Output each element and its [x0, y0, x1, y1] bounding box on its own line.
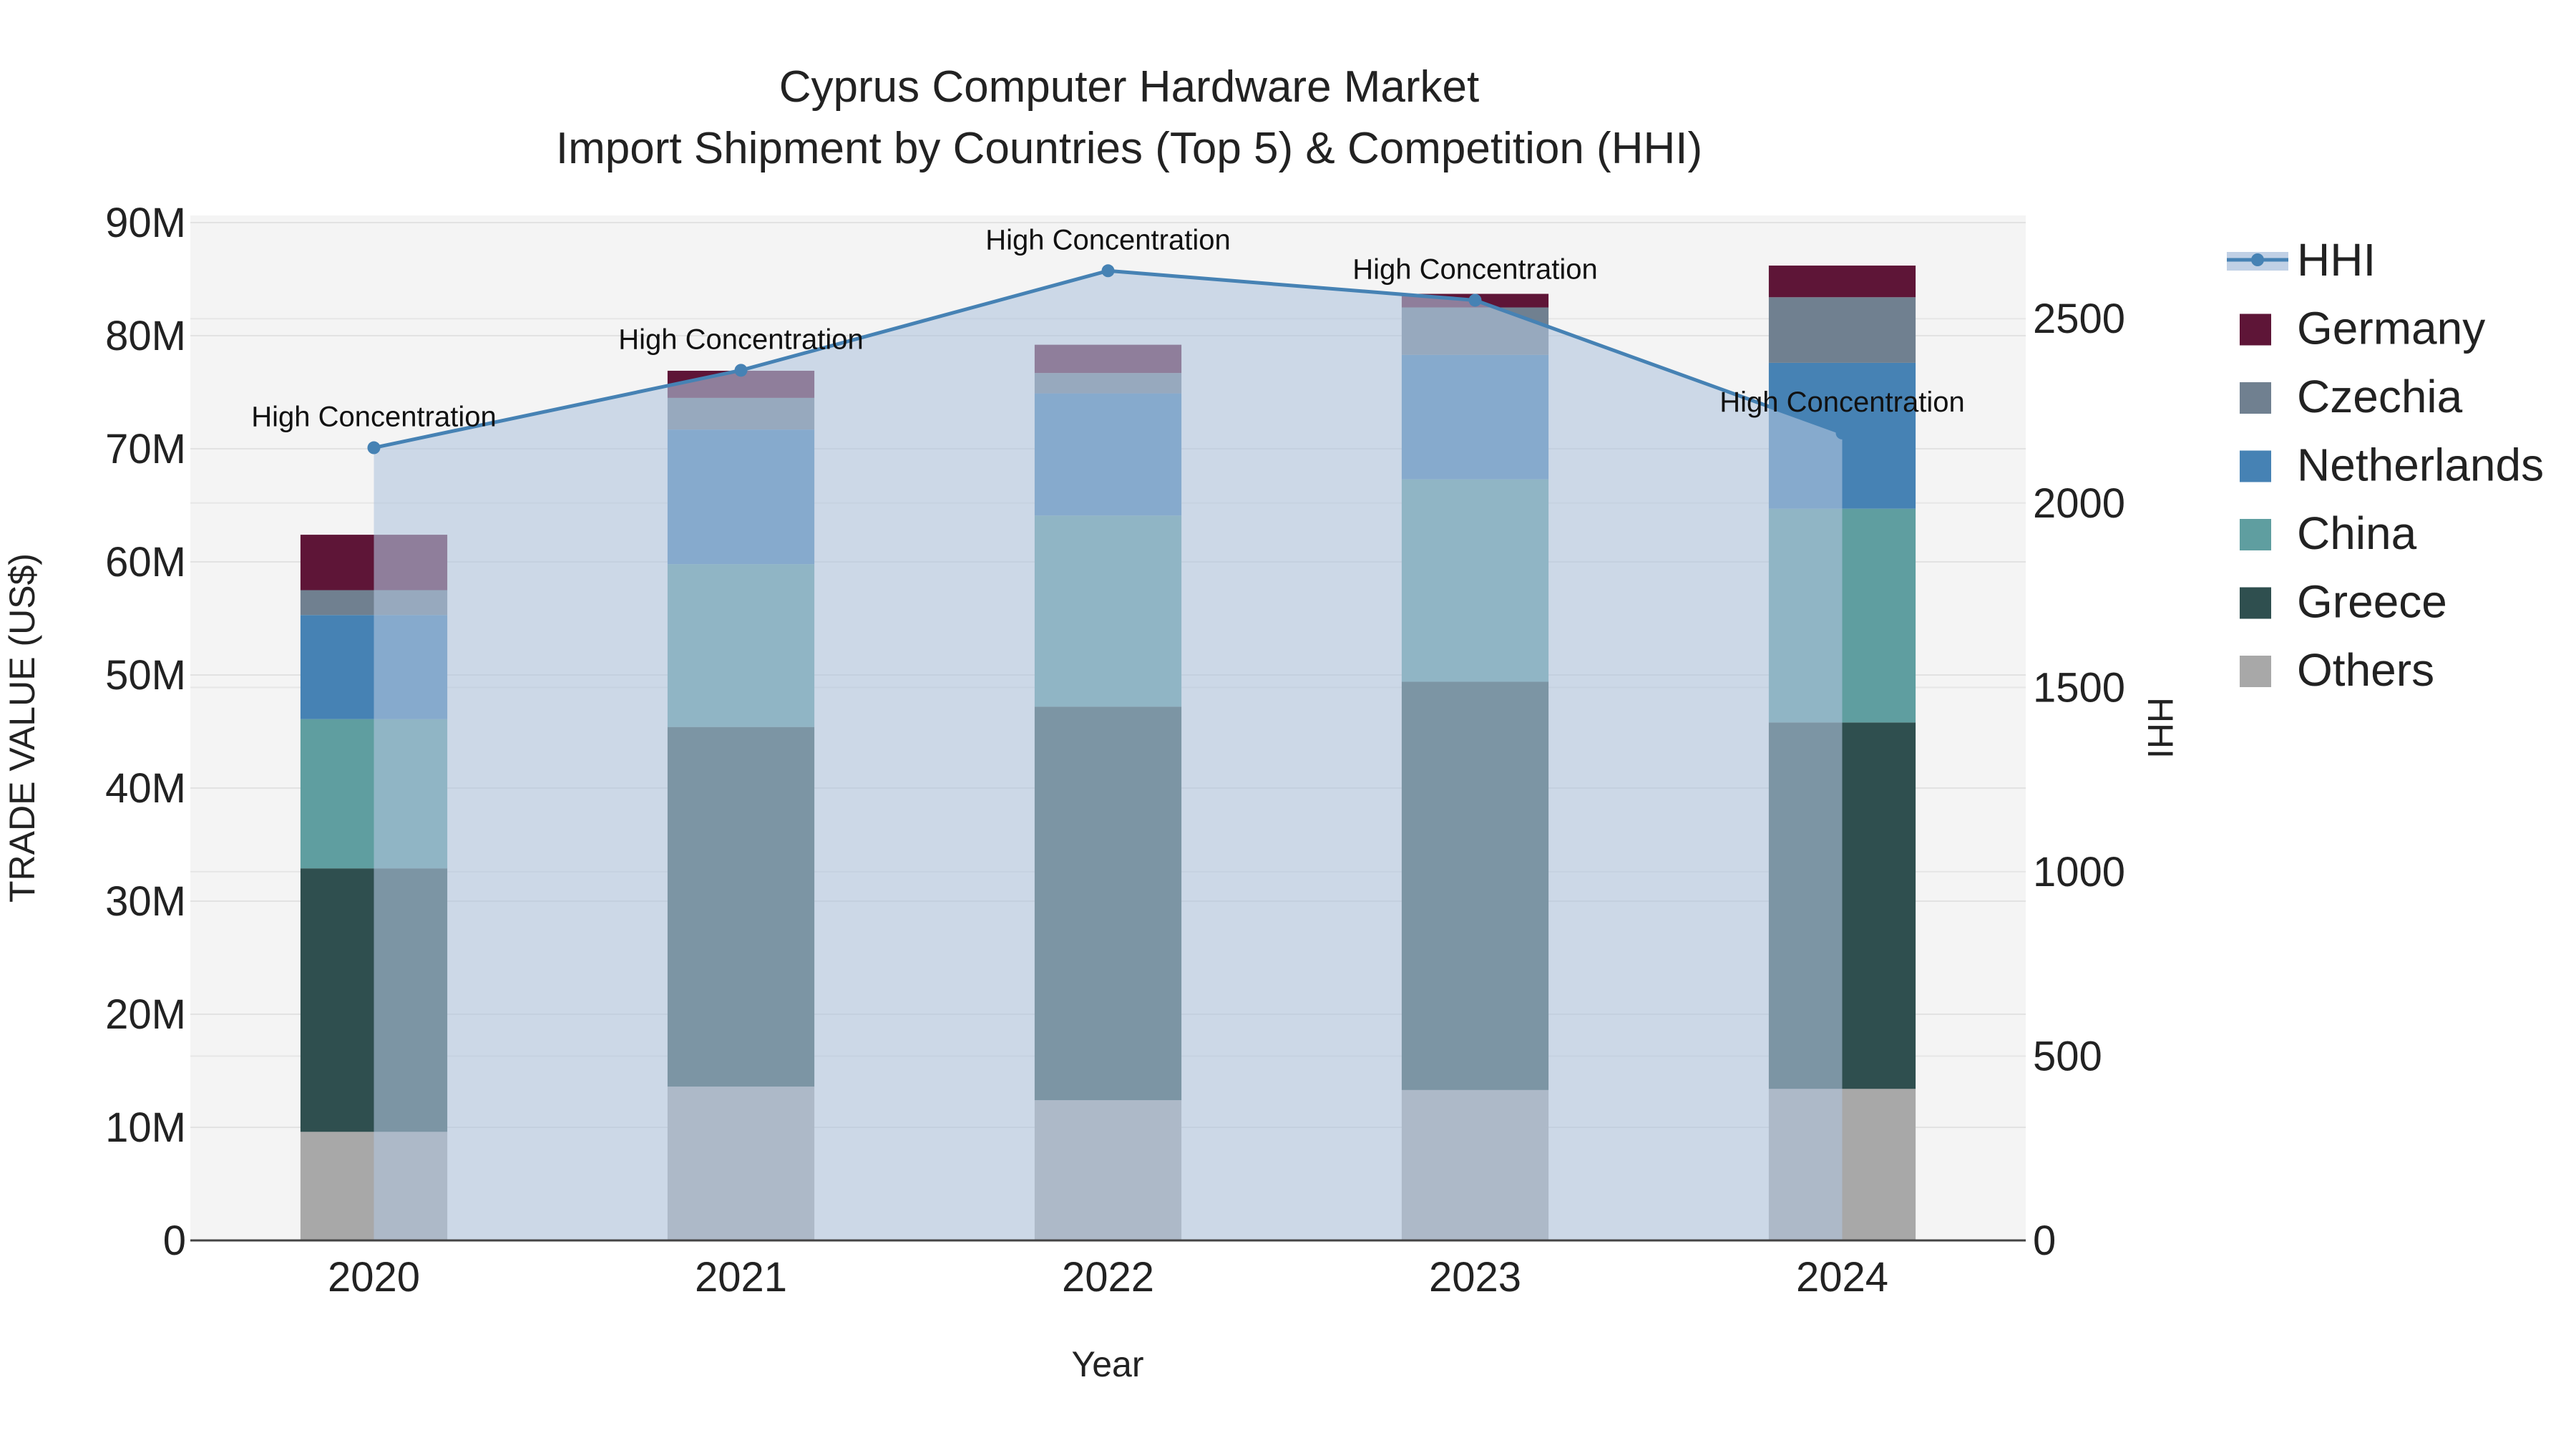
x-tick-label: 2023: [1429, 1254, 1521, 1301]
legend-label: Greece: [2297, 576, 2447, 628]
bar-czechia-2024[interactable]: [1768, 297, 1916, 363]
hhi-annotation: High Concentration: [1352, 253, 1597, 285]
hhi-layer: High Concentration High Concentration High…: [251, 224, 1965, 1241]
legend-swatch-hhi-marker: [2251, 253, 2264, 266]
y2-tick-label: 2000: [2033, 480, 2125, 527]
y2-tick-label: 0: [2033, 1218, 2056, 1264]
y-axis-title: TRADE VALUE (US$): [2, 553, 42, 903]
x-tick-label: 2020: [328, 1254, 420, 1301]
legend-label: China: [2297, 507, 2417, 559]
y-tick-label: 0: [163, 1218, 186, 1264]
y2-tick-label: 2500: [2033, 296, 2125, 342]
legend-label: Czechia: [2297, 371, 2463, 422]
bar-germany-2024[interactable]: [1768, 266, 1916, 298]
x-axis-title: Year: [1071, 1344, 1143, 1384]
legend-swatch-germany: [2240, 314, 2271, 346]
hhi-point-2022[interactable]: [1101, 264, 1115, 278]
legend-item-czechia[interactable]: Czechia: [2240, 371, 2463, 422]
hhi-annotation: High Concentration: [618, 324, 863, 355]
hhi-point-2021[interactable]: [734, 364, 748, 377]
y2-tick-label: 1000: [2033, 849, 2125, 895]
legend-label: Netherlands: [2297, 439, 2544, 491]
y2-axis-title: HHI: [2140, 697, 2180, 759]
hhi-annotation: High Concentration: [251, 402, 496, 433]
hhi-point-2020[interactable]: [367, 441, 381, 455]
x-tick-label: 2021: [695, 1254, 787, 1301]
legend-item-germany[interactable]: Germany: [2240, 303, 2485, 354]
y-tick-label: 90M: [105, 200, 186, 246]
y-tick-label: 40M: [105, 765, 186, 812]
y-tick-label: 50M: [105, 652, 186, 699]
chart-title-line1: Cyprus Computer Hardware Market: [779, 62, 1480, 112]
legend-item-greece[interactable]: Greece: [2240, 576, 2447, 628]
x-tick-label: 2024: [1796, 1254, 1888, 1301]
legend-swatch-greece: [2240, 587, 2271, 619]
legend-swatch-others: [2240, 656, 2271, 687]
legend-label: HHI: [2297, 234, 2376, 286]
y-tick-label: 30M: [105, 878, 186, 925]
legend-item-china[interactable]: China: [2240, 507, 2417, 559]
y2-tick-label: 1500: [2033, 664, 2125, 711]
legend-swatch-china: [2240, 519, 2271, 550]
hhi-point-2023[interactable]: [1468, 293, 1482, 307]
hhi-area: [374, 271, 1843, 1241]
hhi-point-2024[interactable]: [1835, 426, 1849, 439]
hhi-annotation: High Concentration: [1719, 387, 1964, 418]
y-tick-label: 70M: [105, 426, 186, 472]
y-tick-label: 80M: [105, 313, 186, 359]
chart-title-line2: Import Shipment by Countries (Top 5) & C…: [556, 124, 1702, 173]
legend-item-netherlands[interactable]: Netherlands: [2240, 439, 2544, 491]
legend: HHI Germany Czechia Netherlands China Greece O…: [2227, 234, 2544, 696]
y-tick-label: 20M: [105, 991, 186, 1038]
hhi-annotation: High Concentration: [985, 224, 1230, 256]
y2-tick-label: 500: [2033, 1033, 2102, 1079]
legend-item-others[interactable]: Others: [2240, 644, 2434, 696]
legend-swatch-czechia: [2240, 382, 2271, 414]
y-tick-label: 60M: [105, 539, 186, 585]
legend-label: Others: [2297, 644, 2434, 696]
y-tick-label: 10M: [105, 1104, 186, 1151]
legend-swatch-netherlands: [2240, 450, 2271, 482]
legend-label: Germany: [2297, 303, 2485, 354]
x-tick-label: 2022: [1062, 1254, 1154, 1301]
ticks: 0 10M 20M 30M 40M 50M 60M 70M 80M 90M 0 500 1000 1500…: [105, 200, 2125, 1301]
legend-item-hhi[interactable]: HHI: [2227, 234, 2376, 286]
